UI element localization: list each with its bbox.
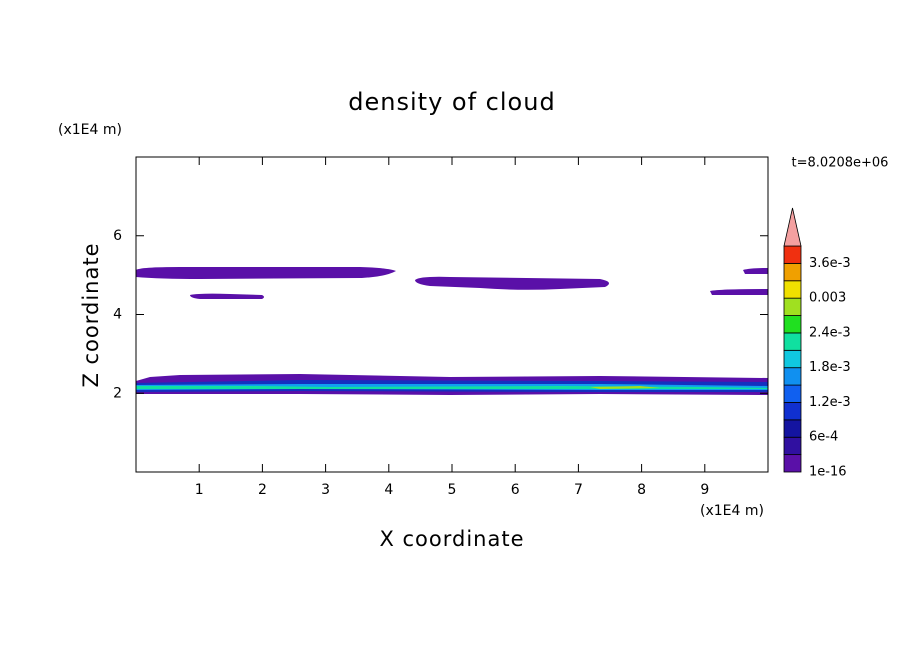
colorbar-box [783,297,802,316]
chart-title: density of cloud [348,88,555,116]
colorbar-box [783,436,802,456]
x-tick-label: 6 [511,482,520,498]
x-tick-label: 2 [258,482,267,498]
plot-frame [135,156,769,473]
y-tick-label: 6 [113,228,122,244]
colorbar-box [783,262,802,282]
x-tick-label: 3 [321,482,330,498]
x-label: X coordinate [379,527,524,551]
colorbar-label: 2.4e-3 [809,325,851,340]
x-tick-label: 9 [700,482,709,498]
colorbar-label: 1.2e-3 [809,395,851,410]
colorbar-box [783,419,802,438]
x-tick-label: 1 [195,482,204,498]
colorbar-label: 3.6e-3 [809,256,851,271]
x-tick-label: 8 [637,482,646,498]
colorbar-box [783,332,802,351]
colorbar-box [783,349,802,369]
y-unit: (x1E4 m) [58,122,122,138]
x-tick-label: 4 [384,482,393,498]
colorbar-box [783,280,802,299]
y-tick-label: 4 [113,307,122,323]
y-label: Z coordinate [79,242,103,387]
colorbar-box [783,384,802,403]
colorbar-box [783,315,802,334]
colorbar-extension [783,207,802,247]
colorbar-box [783,402,802,421]
colorbar-label: 0.003 [809,291,846,306]
colorbar-box [783,454,802,473]
colorbar-label: 1.8e-3 [809,360,851,375]
x-tick-label: 5 [448,482,457,498]
colorbar-box [783,245,802,264]
colorbar-box [783,367,802,386]
x-unit: (x1E4 m) [700,503,764,519]
colorbar-label: 6e-4 [809,430,838,445]
time-label: t=8.0208e+06 [792,156,889,171]
contour-fill [136,267,768,395]
y-tick-label: 2 [113,385,122,401]
x-tick-label: 7 [574,482,583,498]
colorbar-label: 1e-16 [809,465,847,480]
